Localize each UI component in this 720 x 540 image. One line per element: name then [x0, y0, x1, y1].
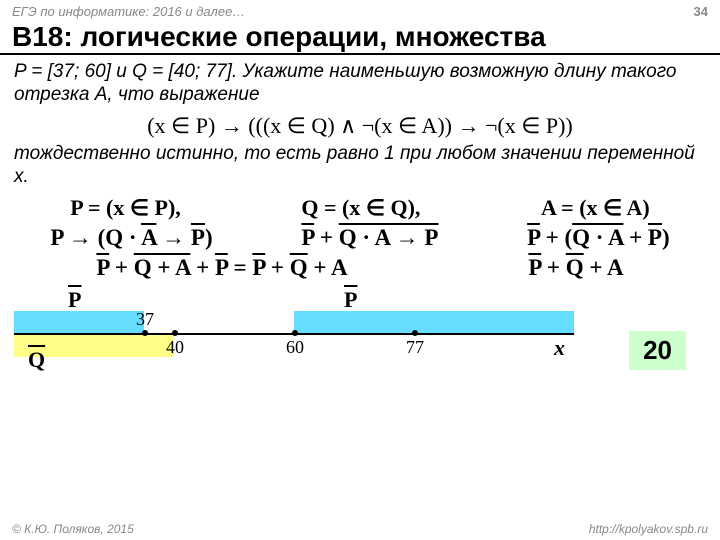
sym-qbar: Q [28, 347, 45, 373]
footer-copyright: © К.Ю. Поляков, 2015 [12, 522, 134, 536]
sym-pbar-l: P [68, 287, 81, 313]
footer-url: http://kpolyakov.spb.ru [589, 522, 708, 536]
tick-77 [412, 330, 418, 336]
def-p: P = (x ∈ P), [70, 195, 181, 221]
tick-40 [172, 330, 178, 336]
tick-60 [292, 330, 298, 336]
main-formula: (x ∈ P) → (((x ∈ Q) ∧ ¬(x ∈ A)) → ¬(x ∈ … [14, 107, 706, 143]
def-a: A = (x ∈ A) [541, 195, 650, 221]
label-37: 37 [136, 309, 154, 330]
tick-37 [142, 330, 148, 336]
pbar-right-region [294, 311, 574, 333]
pbar-left-region [14, 311, 144, 333]
label-40: 40 [166, 337, 184, 358]
transform-row-2: P + Q + A + P = P + Q + A P + Q + A [0, 253, 720, 283]
def-q: Q = (x ∈ Q), [301, 195, 420, 221]
label-77: 77 [406, 337, 424, 358]
sym-pbar-r: P [344, 287, 357, 313]
expr-5: P + Q + A [528, 255, 623, 281]
transform-row-1: P → (Q · A → P) P + Q · A → P P + (Q · A… [0, 223, 720, 253]
answer-box: 20 [629, 331, 686, 370]
expr-1: P → (Q · A → P) [50, 225, 212, 251]
page-title: B18: логические операции, множества [0, 21, 720, 55]
expr-2: P + Q · A → P [301, 225, 438, 251]
definitions: P = (x ∈ P), Q = (x ∈ Q), A = (x ∈ A) [0, 191, 720, 223]
header-left: ЕГЭ по информатике: 2016 и далее… [12, 4, 245, 19]
problem-line1: P = [37; 60] и Q = [40; 77]. Укажите наи… [14, 61, 706, 107]
problem-line2: тождественно истинно, то есть равно 1 пр… [14, 143, 706, 189]
expr-4: P + Q + A + P = P + Q + A [96, 255, 347, 281]
sym-x: x [554, 335, 565, 361]
label-60: 60 [286, 337, 304, 358]
expr-3: P + (Q · A + P) [527, 225, 670, 251]
number-line-diagram: 37 40 60 77 P P Q x 20 [14, 291, 706, 381]
page-number: 34 [694, 4, 708, 19]
